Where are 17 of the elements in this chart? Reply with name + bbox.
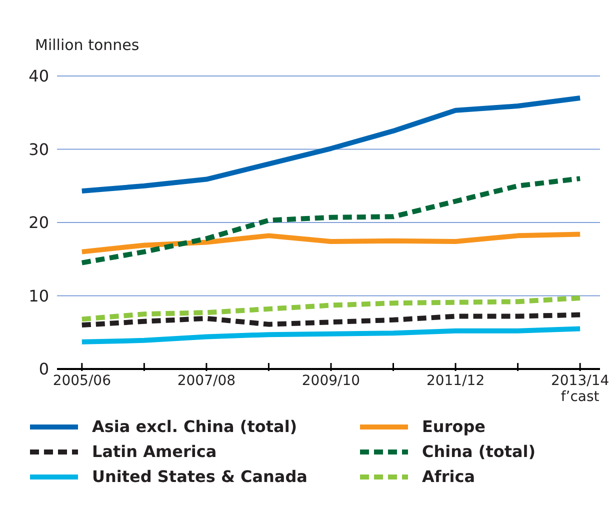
y-tick-label: 30: [28, 140, 49, 159]
legend-label: Latin America: [92, 442, 217, 461]
x-tick-label: 2007/08: [177, 373, 236, 389]
x-tick-label: 2009/10: [302, 373, 360, 389]
legend-label: United States & Canada: [92, 467, 308, 486]
y-tick-label: 0: [38, 360, 49, 379]
legend-label: Africa: [422, 467, 475, 486]
y-tick-label: 20: [28, 213, 49, 232]
x-tick-label: 2013/14 f’cast: [550, 373, 610, 405]
y-axis-title: Million tonnes: [35, 36, 140, 54]
y-tick-label: 10: [28, 286, 49, 306]
legend-label: China (total): [422, 442, 536, 461]
y-tick-label: 40: [28, 66, 49, 86]
x-tick-label: 2011/12: [426, 373, 485, 389]
legend-label: Asia excl. China (total): [92, 417, 298, 436]
x-tick-label: 2005/06: [52, 373, 112, 389]
legend-label: Europe: [422, 417, 486, 436]
